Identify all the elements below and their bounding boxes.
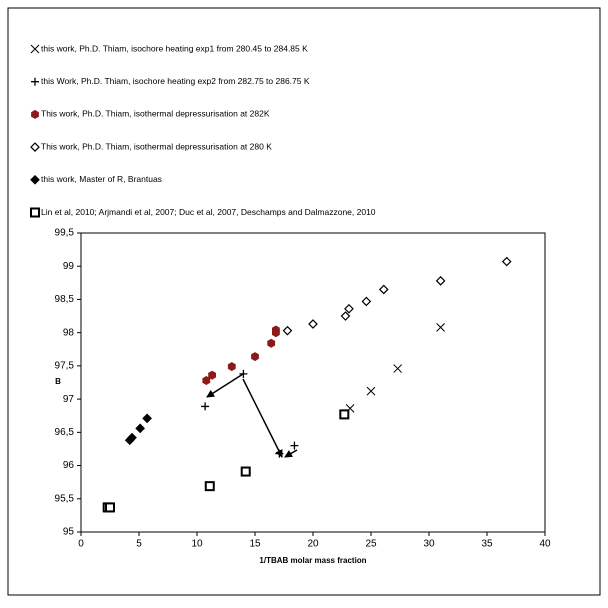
x-tick-label: 25: [365, 539, 377, 550]
point: [393, 364, 403, 373]
point: [344, 303, 354, 314]
point: [208, 370, 216, 380]
point: [436, 322, 445, 332]
point: [227, 362, 236, 372]
point: [361, 296, 372, 307]
y-tick-label: 96: [63, 460, 75, 471]
point: [501, 256, 512, 267]
legend-symbol: [30, 44, 40, 54]
y-tick-label: 95: [63, 527, 75, 538]
point: [282, 325, 293, 336]
y-axis-title: B: [55, 377, 61, 386]
legend-entry: this work, Ph.D. Thiam, isochore heating…: [41, 43, 308, 53]
point: [267, 338, 276, 348]
point: [239, 369, 248, 378]
point: [366, 386, 376, 396]
point: [105, 502, 115, 513]
x-tick-label: 10: [191, 539, 203, 550]
point: [202, 376, 211, 385]
x-tick-label: 30: [423, 539, 435, 550]
point: [275, 449, 284, 458]
point: [240, 466, 251, 477]
chart-border: [7, 7, 601, 596]
legend-entry: This work, Ph.D. Thiam, isothermal depre…: [41, 109, 270, 119]
y-tick-label: 99,5: [55, 228, 75, 239]
legend-entry: this work, Master of R, Brantuas: [41, 174, 162, 184]
point: [251, 352, 259, 362]
point: [340, 311, 351, 321]
point: [339, 409, 350, 420]
x-tick-label: 40: [539, 539, 551, 550]
x-tick-label: 0: [78, 539, 84, 550]
arrow: [206, 373, 244, 398]
legend-symbol: [30, 174, 40, 185]
x-tick-label: 20: [307, 539, 319, 550]
x-tick-label: 35: [481, 539, 493, 550]
y-tick-label: 97: [63, 394, 75, 405]
point: [201, 402, 210, 411]
point: [308, 319, 318, 329]
point: [378, 284, 389, 295]
legend-entry: Lin et al, 2010; Arjmandi et al, 2007; D…: [41, 207, 376, 217]
arrow: [242, 378, 283, 458]
point: [142, 413, 152, 424]
legend-entry: This work, Ph.D. Thiam, isothermal depre…: [41, 141, 272, 151]
point: [127, 432, 137, 443]
y-tick-label: 97,5: [55, 361, 75, 372]
x-tick-label: 15: [249, 539, 261, 550]
point: [135, 423, 146, 434]
legend-symbol: [30, 207, 40, 218]
y-tick-label: 99: [63, 261, 75, 272]
arrow: [284, 449, 298, 458]
point: [435, 275, 446, 286]
point: [272, 325, 280, 335]
y-tick-label: 95,5: [55, 493, 75, 504]
legend-symbol: [31, 109, 39, 119]
x-axis-title: 1/TBAB molar mass fraction: [259, 556, 366, 565]
legend-entry: this Work, Ph.D. Thiam, isochore heating…: [41, 76, 310, 86]
y-tick-label: 98: [63, 327, 75, 338]
y-tick-label: 96,5: [55, 427, 75, 438]
y-tick-label: 98,5: [55, 294, 75, 305]
legend-symbol: [30, 142, 40, 152]
legend-symbol: [31, 77, 39, 86]
point: [290, 441, 299, 450]
x-tick-label: 5: [136, 539, 142, 550]
point: [204, 481, 215, 492]
